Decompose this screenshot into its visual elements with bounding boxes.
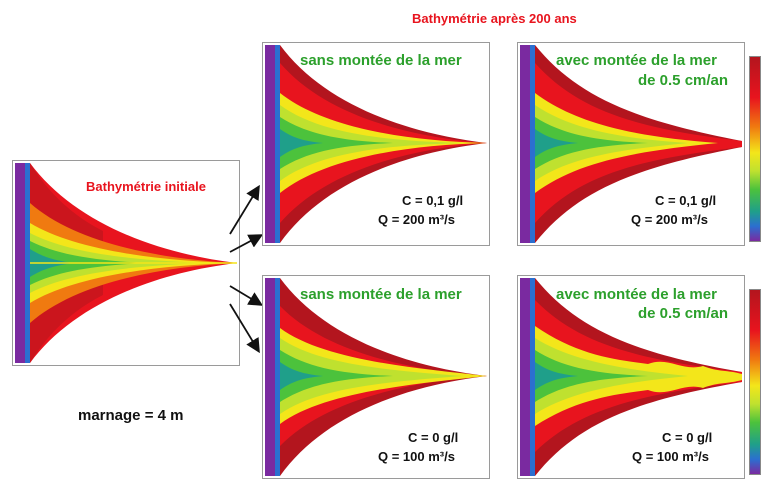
arrows (229, 184, 264, 354)
arrow-down-1 (229, 285, 264, 306)
colorbar (749, 56, 761, 242)
scenario-panel-top-left (262, 42, 490, 246)
scenario-1-q: Q = 200 m³/s (631, 212, 708, 227)
scenario-2-title-line1: sans montée de la mer (300, 286, 462, 303)
scenario-panel-bottom-left (262, 275, 490, 479)
scenario-1-title-line2: de 0.5 cm/an (638, 72, 729, 89)
initial-label: Bathymétrie initiale (86, 179, 206, 194)
scenario-3-title-line2: de 0.5 cm/an (638, 305, 729, 322)
marnage-label: marnage = 4 m (78, 407, 184, 424)
scenario-3-q: Q = 100 m³/s (632, 449, 709, 464)
scenario-3-c: C = 0 g/l (662, 430, 713, 445)
colorbar-bottom (749, 289, 761, 475)
scenario-0-q: Q = 200 m³/s (378, 212, 455, 227)
scenario-panel-top-right (517, 42, 745, 246)
scenario-1-title-line1: avec montée de la mer (556, 52, 717, 69)
arrow-down-2 (229, 303, 260, 354)
initial-bathymetry-map (12, 160, 240, 366)
scenario-2-q: Q = 100 m³/s (378, 449, 455, 464)
scenario-0-c: C = 0,1 g/l (402, 193, 464, 208)
scenario-0-title-line1: sans montée de la mer (300, 52, 462, 69)
estuary-initial-svg (15, 163, 237, 363)
header-title: Bathymétrie après 200 ans (412, 11, 577, 26)
scenario-3-title-line1: avec montée de la mer (556, 286, 717, 303)
scenario-1-c: C = 0,1 g/l (655, 193, 717, 208)
scenario-2-c: C = 0 g/l (408, 430, 459, 445)
arrow-up-1 (229, 184, 260, 235)
arrow-up-2 (229, 234, 264, 253)
scenario-panel-bottom-right (517, 275, 745, 479)
